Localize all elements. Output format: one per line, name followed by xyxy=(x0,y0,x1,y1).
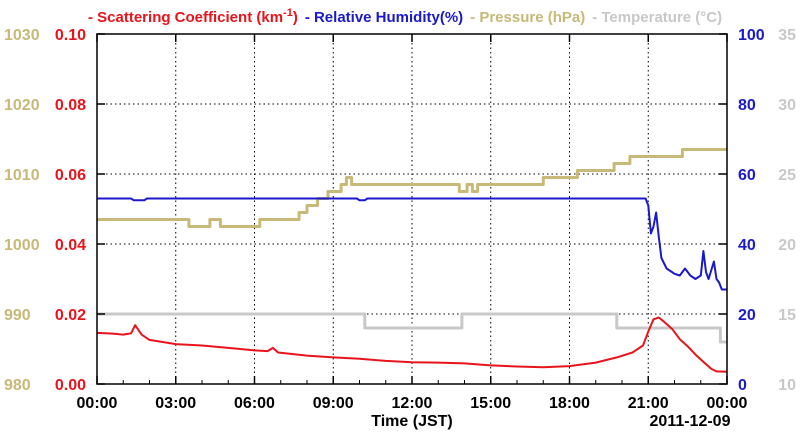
y-tick-label-temperature: 20 xyxy=(778,237,796,254)
y-tick-label-temperature: 10 xyxy=(778,377,796,394)
y-tick-label-pressure: 990 xyxy=(4,307,31,324)
y-tick-label-humidity: 20 xyxy=(738,307,756,324)
y-tick-label-scattering: 0.02 xyxy=(55,307,86,324)
legend-item-scattering: - Scattering Coefficient (km xyxy=(88,9,283,26)
y-tick-label-temperature: 30 xyxy=(778,97,796,114)
x-tick-label: 09:00 xyxy=(313,395,354,412)
legend-item-humidity: - Relative Humidity(%) xyxy=(305,9,463,26)
y-tick-label-humidity: 80 xyxy=(738,97,756,114)
legend-item-pressure: - Pressure (hPa) xyxy=(470,9,585,26)
date-label: 2011-12-09 xyxy=(650,413,731,430)
y-tick-label-scattering: 0.00 xyxy=(55,377,86,394)
x-tick-label: 12:00 xyxy=(392,395,433,412)
x-tick-label: 15:00 xyxy=(470,395,511,412)
y-tick-label-humidity: 0 xyxy=(738,377,747,394)
y-tick-label-pressure: 1020 xyxy=(4,97,40,114)
y-tick-label-scattering: 0.06 xyxy=(55,167,86,184)
y-tick-label-scattering: 0.04 xyxy=(55,237,86,254)
y-tick-label-humidity: 60 xyxy=(738,167,756,184)
legend: - Scattering Coefficient (km-1) - Relativ… xyxy=(88,7,722,26)
y-tick-label-temperature: 15 xyxy=(778,307,796,324)
y-tick-label-scattering: 0.10 xyxy=(55,27,86,44)
y-tick-label-pressure: 1010 xyxy=(4,167,40,184)
x-tick-label: 00:00 xyxy=(77,395,118,412)
x-tick-label: 00:00 xyxy=(707,395,748,412)
series-line-pressure xyxy=(97,148,727,228)
y-tick-label-pressure: 1030 xyxy=(4,27,40,44)
legend-superscript: -1 xyxy=(283,7,293,19)
x-tick-label: 21:00 xyxy=(628,395,669,412)
x-tick-label: 06:00 xyxy=(234,395,275,412)
y-tick-label-pressure: 1000 xyxy=(4,237,40,254)
legend-item-temperature: - Temperature (°C) xyxy=(592,9,722,26)
series-line-humidity xyxy=(97,197,727,291)
y-tick-label-scattering: 0.08 xyxy=(55,97,86,114)
plot-area xyxy=(97,34,727,384)
y-tick-label-humidity: 100 xyxy=(738,27,765,44)
y-tick-label-temperature: 25 xyxy=(778,167,796,184)
legend-close: ) xyxy=(293,9,298,26)
y-tick-label-temperature: 35 xyxy=(778,27,796,44)
x-tick-label: 03:00 xyxy=(155,395,196,412)
series-line-scattering xyxy=(96,316,728,373)
y-tick-label-pressure: 980 xyxy=(4,377,31,394)
y-tick-label-humidity: 40 xyxy=(738,237,756,254)
x-axis-title: Time (JST) xyxy=(371,413,453,430)
x-tick-label: 18:00 xyxy=(549,395,590,412)
series-line-temperature xyxy=(97,312,727,344)
